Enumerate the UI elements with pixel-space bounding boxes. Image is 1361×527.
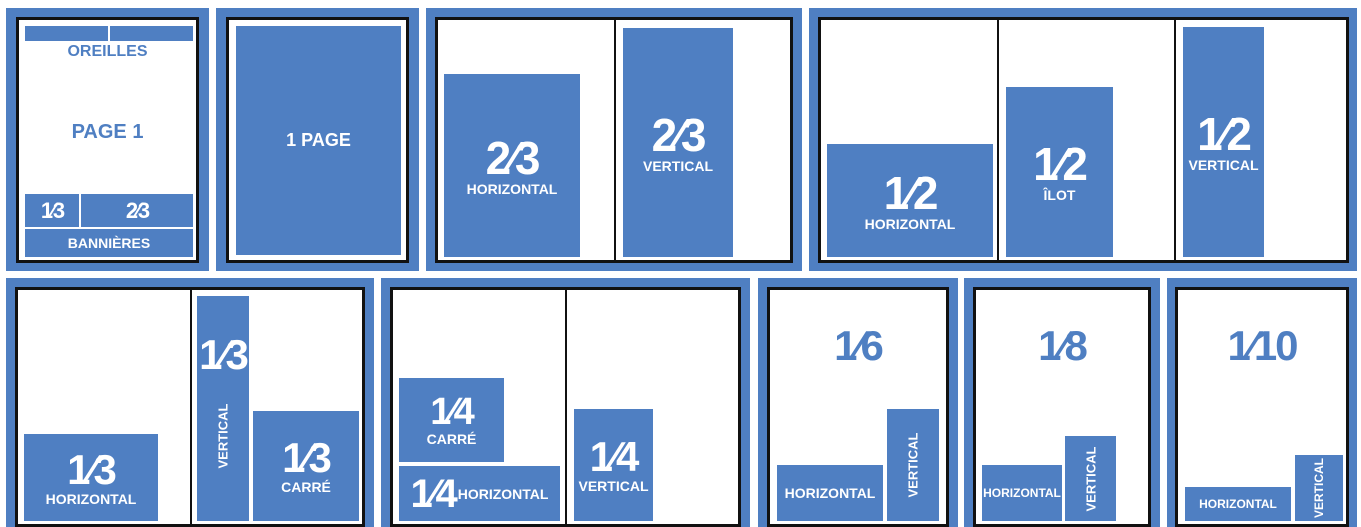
third-square-fraction: 1⁄3 (282, 434, 332, 481)
two-thirds-horizontal-label: HORIZONTAL (466, 180, 558, 197)
oreilles-label: OREILLES (67, 43, 148, 60)
third-horizontal-fraction: 1⁄3 (67, 445, 117, 493)
two-thirds-vertical-ad: 2⁄3 VERTICAL (622, 27, 734, 258)
half-vertical-ad: 1⁄2 VERTICAL (1182, 26, 1265, 258)
quarter-horizontal-label: HORIZONTAL (457, 485, 549, 502)
third-square-label: CARRÉ (281, 479, 331, 495)
third-square-ad: 1⁄3 CARRÉ (252, 410, 360, 522)
quarter-vertical-fraction: 1⁄4 (589, 433, 640, 480)
third-vertical-label: VERTICAL (215, 403, 231, 469)
half-divider-left (997, 20, 999, 260)
tenth-horizontal-label: HORIZONTAL (1199, 497, 1277, 511)
sixth-page: 1⁄6 HORIZONTAL VERTICAL (767, 287, 949, 527)
half-ilot-fraction: 1⁄2 (1033, 138, 1088, 190)
third-divider (190, 290, 192, 524)
banner-two-thirds-fraction: 2⁄3 (125, 197, 150, 223)
tenth-fraction: 1⁄10 (1227, 322, 1298, 369)
half-horizontal-ad: 1⁄2 HORIZONTAL (826, 143, 994, 258)
half-horizontal-fraction: 1⁄2 (883, 166, 939, 219)
bannieres-label: BANNIÈRES (67, 235, 151, 251)
third-vertical-ad: 1⁄3 VERTICAL (196, 295, 250, 522)
eighth-horizontal-ad: HORIZONTAL (981, 464, 1063, 522)
sixth-horizontal-label: HORIZONTAL (784, 485, 876, 501)
sixth-vertical-label: VERTICAL (905, 432, 921, 498)
banner-third: 1⁄3 (25, 194, 79, 227)
tenth-vertical-label: VERTICAL (1312, 458, 1326, 518)
full-page-sheet: 1 PAGE (226, 17, 409, 263)
two-thirds-horizontal-fraction: 2⁄3 (485, 131, 541, 184)
ear-left (25, 26, 108, 41)
half-ilot-label: ÎLOT (1043, 187, 1076, 203)
half-horizontal-label: HORIZONTAL (864, 215, 956, 232)
banner-full: BANNIÈRES (25, 229, 193, 257)
sixth-vertical-ad: VERTICAL (886, 408, 940, 522)
full-page-label: 1 PAGE (286, 130, 351, 150)
quarter-square-ad: 1⁄4 CARRÉ (398, 377, 505, 463)
third-vertical-fraction: 1⁄3 (199, 331, 249, 378)
quarter-spread: 1⁄4 CARRÉ 1⁄4 HORIZONTAL 1⁄4 VERTICAL (390, 287, 741, 527)
quarter-vertical-ad: 1⁄4 VERTICAL (573, 408, 654, 522)
eighth-vertical-ad: VERTICAL (1064, 435, 1117, 522)
page-one-sheet: OREILLES PAGE 1 1⁄3 2⁄3 BANNIÈRES (16, 17, 199, 263)
full-page-ad: 1 PAGE (236, 26, 401, 255)
sixth-horizontal-ad: HORIZONTAL (776, 464, 884, 522)
third-horizontal-label: HORIZONTAL (45, 490, 137, 507)
two-thirds-vertical-fraction: 2⁄3 (651, 108, 707, 161)
eighth-fraction: 1⁄8 (1038, 322, 1088, 369)
half-vertical-fraction: 1⁄2 (1197, 108, 1252, 160)
quarter-square-fraction: 1⁄4 (430, 391, 475, 433)
third-horizontal-ad: 1⁄3 HORIZONTAL (23, 433, 159, 522)
half-divider-right (1174, 20, 1176, 260)
quarter-square-label: CARRÉ (426, 431, 477, 447)
eighth-horizontal-label: HORIZONTAL (983, 486, 1061, 500)
page-one-label: PAGE 1 (71, 121, 144, 143)
tenth-page: 1⁄10 HORIZONTAL VERTICAL (1175, 287, 1349, 527)
quarter-horizontal-fraction: 1⁄4 (410, 471, 458, 516)
half-ilot-ad: 1⁄2 ÎLOT (1005, 86, 1114, 258)
quarter-vertical-label: VERTICAL (578, 478, 649, 494)
sixth-fraction: 1⁄6 (834, 322, 884, 369)
half-vertical-label: VERTICAL (1188, 157, 1259, 173)
two-thirds-horizontal-ad: 2⁄3 HORIZONTAL (443, 73, 581, 258)
third-spread: 1⁄3 HORIZONTAL 1⁄3 VERTICAL 1⁄3 CARRÉ (15, 287, 365, 527)
half-spread: 1⁄2 HORIZONTAL 1⁄2 ÎLOT 1⁄2 VERTICAL (818, 17, 1349, 263)
quarter-divider (565, 290, 567, 524)
banner-third-fraction: 1⁄3 (40, 197, 65, 223)
ear-right (110, 26, 193, 41)
tenth-vertical-ad: VERTICAL (1294, 454, 1344, 522)
banner-two-thirds: 2⁄3 (81, 194, 193, 227)
spread-divider (614, 20, 616, 260)
eighth-page: 1⁄8 HORIZONTAL VERTICAL (973, 287, 1151, 527)
two-thirds-spread: 2⁄3 HORIZONTAL 2⁄3 VERTICAL (435, 17, 793, 263)
two-thirds-vertical-label: VERTICAL (643, 157, 713, 174)
quarter-horizontal-ad: 1⁄4 HORIZONTAL (398, 465, 561, 522)
eighth-vertical-label: VERTICAL (1083, 446, 1098, 511)
tenth-horizontal-ad: HORIZONTAL (1184, 486, 1292, 522)
